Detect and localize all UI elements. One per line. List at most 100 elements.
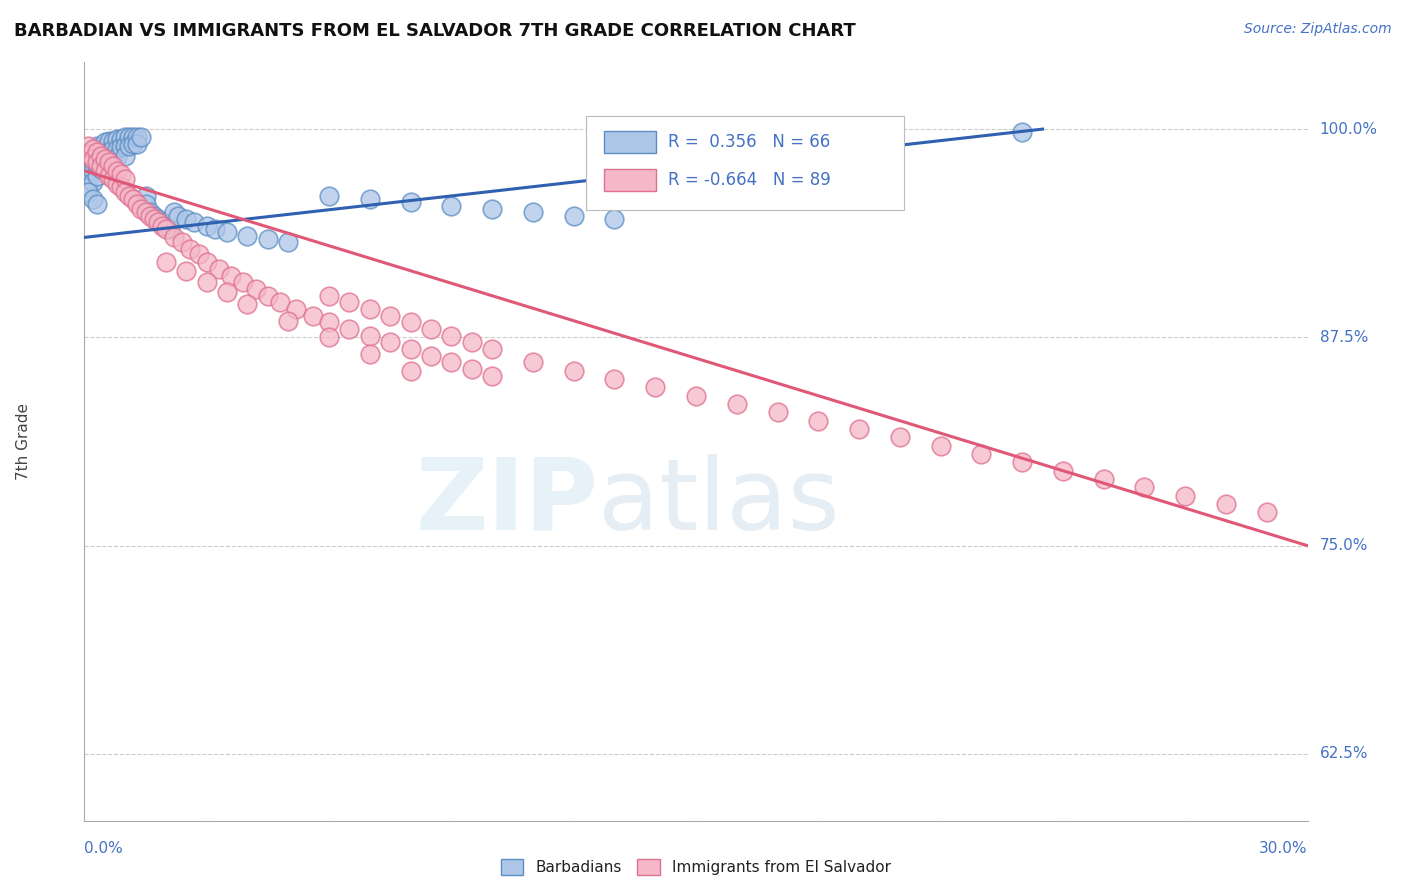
- Point: [277, 314, 299, 328]
- Point: [318, 289, 340, 303]
- Point: [461, 362, 484, 376]
- Point: [142, 212, 165, 227]
- Point: [122, 130, 145, 145]
- Point: [1256, 505, 1278, 519]
- Point: [359, 301, 381, 316]
- Point: [848, 422, 870, 436]
- Point: [82, 176, 104, 190]
- Point: [339, 322, 361, 336]
- Point: [1133, 480, 1156, 494]
- Point: [970, 447, 993, 461]
- Point: [603, 212, 626, 227]
- Point: [105, 177, 128, 191]
- Text: 100.0%: 100.0%: [1320, 121, 1378, 136]
- Point: [318, 188, 340, 202]
- Point: [318, 330, 340, 344]
- Text: R = -0.664   N = 89: R = -0.664 N = 89: [668, 171, 831, 189]
- Point: [380, 309, 402, 323]
- Point: [440, 355, 463, 369]
- Point: [167, 209, 190, 223]
- Point: [1092, 472, 1115, 486]
- Point: [285, 301, 308, 316]
- Point: [359, 328, 381, 343]
- Point: [301, 309, 323, 323]
- Point: [97, 155, 120, 169]
- Text: atlas: atlas: [598, 454, 839, 550]
- Point: [86, 159, 108, 173]
- Point: [603, 372, 626, 386]
- Point: [131, 202, 153, 216]
- Point: [101, 172, 124, 186]
- Point: [105, 163, 128, 178]
- Point: [195, 255, 218, 269]
- Point: [135, 188, 157, 202]
- Point: [97, 153, 120, 168]
- Point: [110, 140, 132, 154]
- Point: [172, 235, 194, 250]
- Point: [77, 138, 100, 153]
- Point: [118, 188, 141, 202]
- Point: [481, 342, 503, 356]
- Point: [155, 255, 177, 269]
- Point: [257, 289, 280, 303]
- Text: 7th Grade: 7th Grade: [15, 403, 31, 480]
- Point: [90, 152, 112, 166]
- Point: [86, 147, 108, 161]
- Text: 0.0%: 0.0%: [84, 840, 124, 855]
- Point: [725, 397, 748, 411]
- Point: [101, 159, 124, 173]
- Point: [208, 262, 231, 277]
- Point: [101, 142, 124, 156]
- Text: Source: ZipAtlas.com: Source: ZipAtlas.com: [1244, 22, 1392, 37]
- Point: [105, 132, 128, 146]
- Point: [114, 172, 136, 186]
- Point: [1174, 489, 1197, 503]
- Point: [277, 235, 299, 250]
- Point: [86, 197, 108, 211]
- Point: [562, 364, 585, 378]
- Point: [399, 195, 422, 210]
- Point: [86, 138, 108, 153]
- Point: [195, 276, 218, 290]
- Point: [82, 152, 104, 166]
- Point: [217, 285, 239, 300]
- Point: [77, 186, 100, 200]
- Point: [187, 247, 209, 261]
- Point: [562, 209, 585, 223]
- Point: [150, 215, 173, 229]
- Point: [118, 130, 141, 145]
- Point: [105, 142, 128, 156]
- Point: [146, 212, 169, 227]
- Point: [110, 180, 132, 194]
- Point: [82, 163, 104, 178]
- Point: [174, 264, 197, 278]
- Point: [93, 152, 115, 166]
- Point: [179, 242, 201, 256]
- Point: [86, 145, 108, 160]
- Legend: Barbadians, Immigrants from El Salvador: Barbadians, Immigrants from El Salvador: [495, 853, 897, 881]
- Point: [138, 209, 160, 223]
- Text: BARBADIAN VS IMMIGRANTS FROM EL SALVADOR 7TH GRADE CORRELATION CHART: BARBADIAN VS IMMIGRANTS FROM EL SALVADOR…: [14, 22, 856, 40]
- Text: ZIP: ZIP: [415, 454, 598, 550]
- Point: [90, 162, 112, 177]
- Point: [380, 335, 402, 350]
- Point: [257, 232, 280, 246]
- Point: [359, 192, 381, 206]
- FancyBboxPatch shape: [605, 169, 655, 191]
- Point: [135, 197, 157, 211]
- Point: [127, 137, 149, 152]
- Point: [318, 315, 340, 329]
- Point: [399, 342, 422, 356]
- Text: 87.5%: 87.5%: [1320, 330, 1368, 345]
- Point: [77, 147, 100, 161]
- Point: [97, 134, 120, 148]
- FancyBboxPatch shape: [586, 115, 904, 211]
- Point: [685, 389, 707, 403]
- Point: [1011, 455, 1033, 469]
- Point: [420, 322, 443, 336]
- Point: [159, 222, 181, 236]
- Point: [269, 295, 291, 310]
- Point: [359, 347, 381, 361]
- Point: [236, 297, 259, 311]
- Point: [183, 215, 205, 229]
